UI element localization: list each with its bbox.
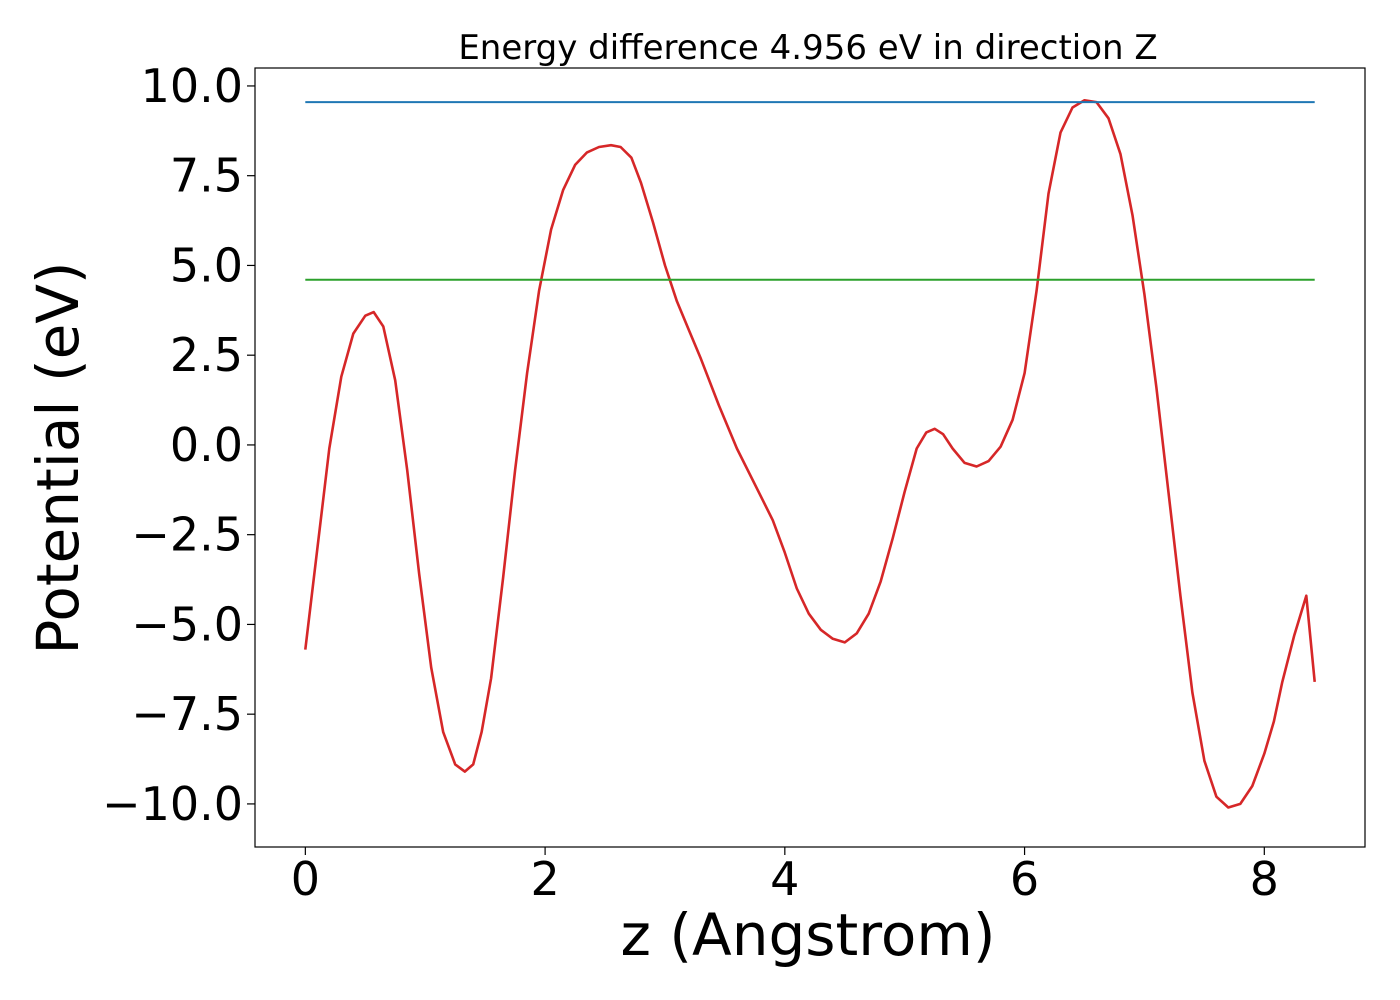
y-tick-label: −5.0 xyxy=(131,597,243,651)
x-tick-label: 6 xyxy=(1010,852,1039,906)
x-tick-label: 2 xyxy=(530,852,559,906)
series-layer xyxy=(304,99,1316,809)
y-axis: 10.0 7.5 5.0 2.5 0.0 −2.5 −5.0 −7.5 −10.0 xyxy=(102,59,255,831)
y-tick-label: −7.5 xyxy=(131,687,243,741)
y-tick-label: −10.0 xyxy=(102,777,243,831)
x-axis-label: z (Angstrom) xyxy=(621,901,996,969)
series-line-1 xyxy=(304,99,1316,809)
plot-frame xyxy=(254,67,1366,848)
y-tick-label: 5.0 xyxy=(170,238,243,292)
y-axis-label: Potential (eV) xyxy=(24,261,92,654)
x-tick-label: 4 xyxy=(770,852,799,906)
y-tick-label: 2.5 xyxy=(170,328,243,382)
y-tick-label: 0.0 xyxy=(170,418,243,472)
x-tick-label: 8 xyxy=(1250,852,1279,906)
y-tick-label: 7.5 xyxy=(170,149,243,203)
y-tick-label: −2.5 xyxy=(131,508,243,562)
x-axis: 0 2 4 6 8 xyxy=(291,847,1279,906)
chart-title: Energy difference 4.956 eV in direction … xyxy=(458,28,1157,68)
x-tick-label: 0 xyxy=(291,852,320,906)
y-tick-label: 10.0 xyxy=(141,59,243,113)
